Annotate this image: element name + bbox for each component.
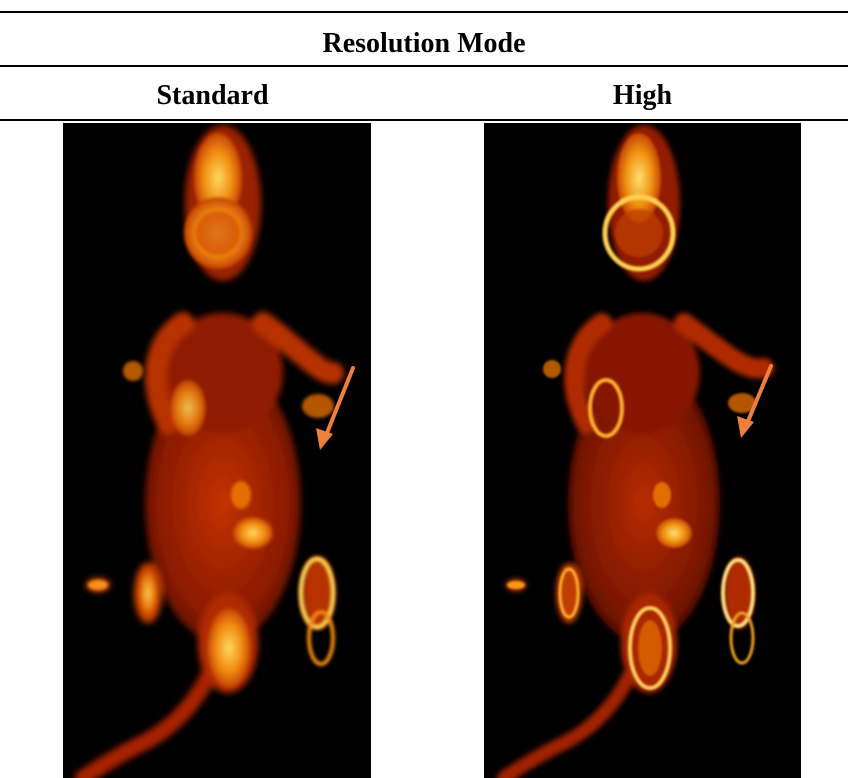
column-header-high: High <box>520 80 765 112</box>
pet-image-standard <box>63 123 371 778</box>
header-divider-rule <box>0 65 848 67</box>
pet-image-high <box>484 123 801 778</box>
pet-scan-standard-svg <box>63 123 371 778</box>
column-header-standard: Standard <box>90 80 335 112</box>
top-rule <box>0 11 848 13</box>
pet-scan-high-svg <box>484 123 801 778</box>
table-title: Resolution Mode <box>0 28 848 60</box>
column-header-rule <box>0 119 848 121</box>
